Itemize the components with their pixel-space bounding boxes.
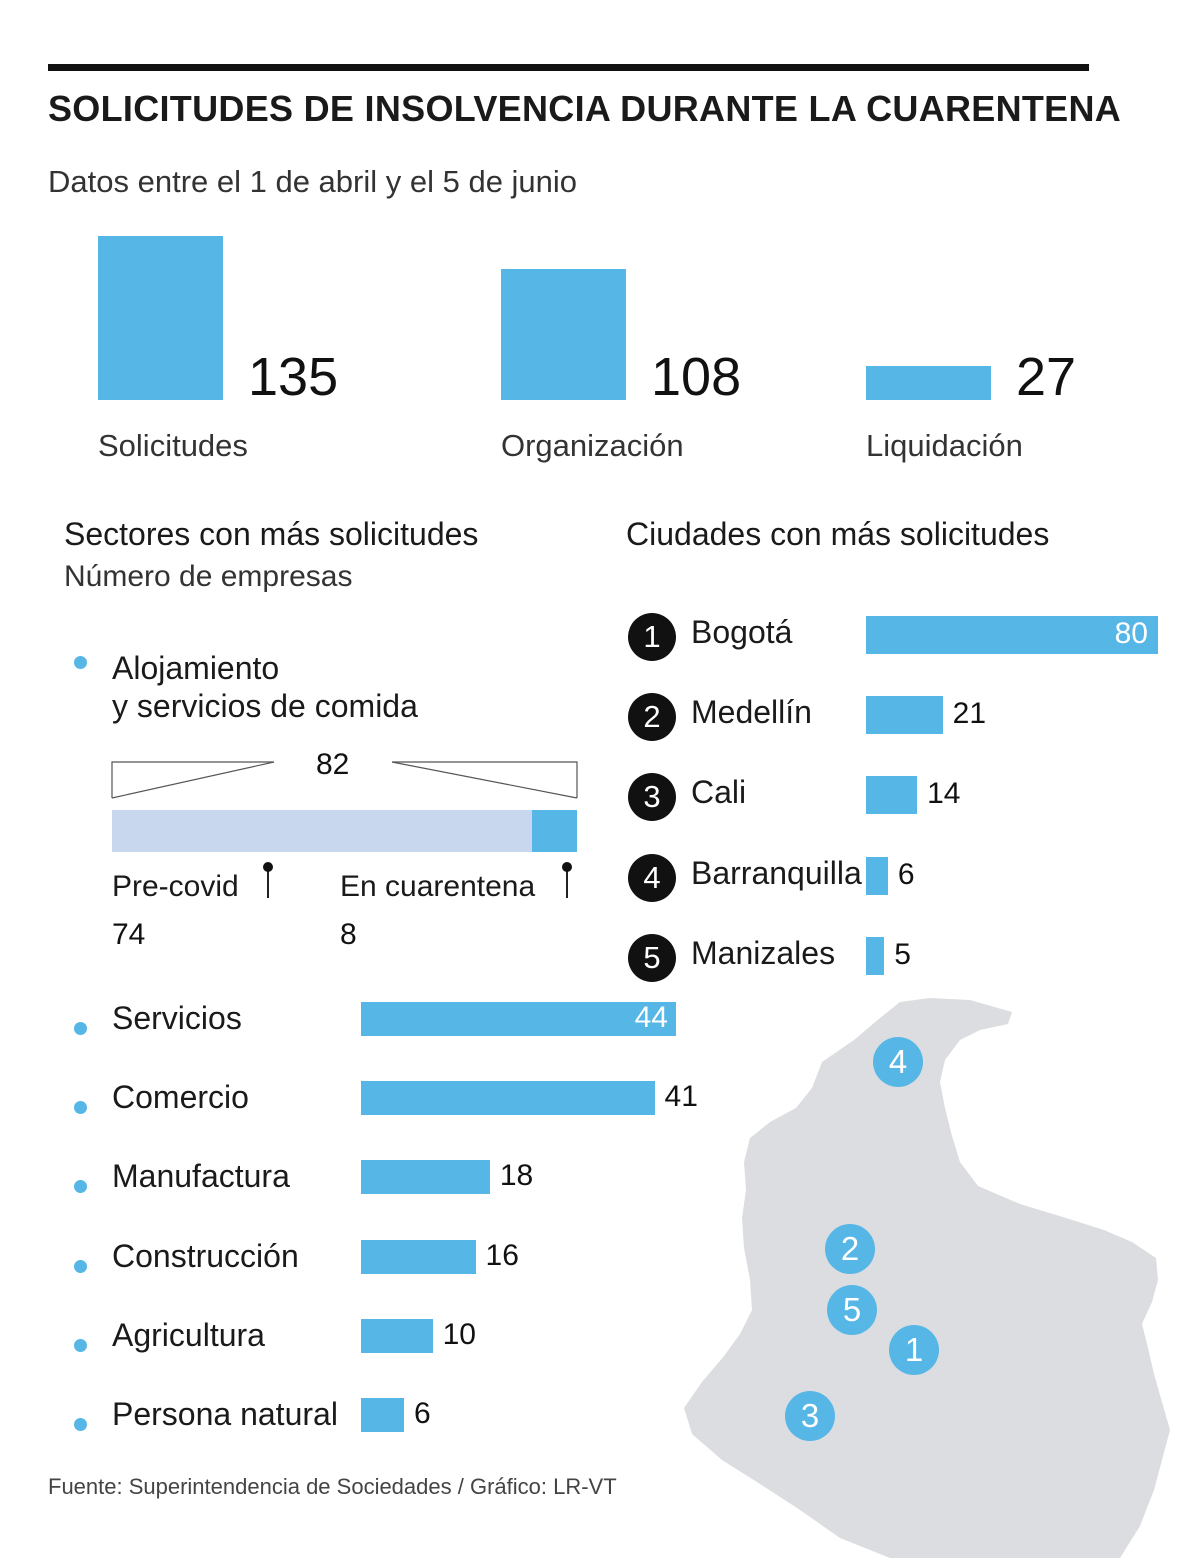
city-rank-badge: 1: [628, 613, 676, 661]
city-rank-badge: 3: [628, 773, 676, 822]
sector-bar: [361, 1318, 433, 1353]
map-marker: 2: [825, 1224, 875, 1274]
colombia-shape: [684, 998, 1170, 1558]
stack-segment-cuarentena: [531, 810, 577, 852]
chart-title: SOLICITUDES DE INSOLVENCIA DURANTE LA CU…: [48, 88, 1122, 129]
sector-value: 6: [413, 1397, 431, 1430]
map-marker: 1: [889, 1325, 939, 1375]
map-marker: 4: [873, 1037, 923, 1087]
city-bar: [866, 616, 1158, 654]
sector-bar: [361, 1160, 490, 1195]
cuarentena-label: En cuarentena: [340, 870, 536, 903]
cuarentena-value: 8: [340, 918, 357, 951]
sector-bar: [361, 1398, 404, 1432]
sectors-title: Sectores con más solicitudes: [64, 516, 479, 552]
city-bar: [866, 696, 943, 735]
summary-value: 135: [248, 347, 339, 407]
sector-dot: [74, 1101, 87, 1115]
highlight-label-line1: Alojamiento: [112, 650, 280, 686]
sector-label: Construcción: [112, 1237, 299, 1274]
source-note: Fuente: Superintendencia de Sociedades /…: [48, 1474, 617, 1499]
city-rank-badge: 2: [628, 693, 676, 742]
city-value: 5: [894, 937, 911, 971]
summary-value: 27: [1016, 347, 1077, 407]
sector-bar: [361, 1239, 476, 1274]
sector-label: Servicios: [112, 1000, 242, 1036]
city-value: 14: [927, 777, 961, 811]
sector-label: Manufactura: [112, 1158, 290, 1195]
summary-label: Solicitudes: [98, 428, 248, 463]
city-label: Medellín: [691, 694, 812, 731]
sector-dot: [74, 1259, 87, 1273]
top-rule: [48, 64, 1089, 71]
highlight-bracket: [111, 761, 578, 799]
summary-bar: [501, 268, 626, 400]
summary-label: Organización: [501, 428, 684, 463]
chart-subtitle: Datos entre el 1 de abril y el 5 de juni…: [48, 164, 578, 199]
sector-value: 44: [634, 1001, 668, 1034]
summary-label: Liquidación: [866, 428, 1023, 463]
sector-label: Comercio: [112, 1079, 249, 1116]
precovid-pin: [267, 868, 269, 898]
map-marker: 5: [827, 1285, 877, 1335]
city-rank-badge: 5: [628, 933, 676, 982]
city-label: Manizales: [691, 934, 836, 971]
precovid-pin-dot: [263, 862, 273, 872]
cities-title: Ciudades con más solicitudes: [626, 516, 1050, 552]
sector-dot: [74, 1180, 87, 1194]
precovid-value: 74: [112, 918, 146, 951]
cuarentena-pin-dot: [562, 862, 572, 872]
city-bar: [866, 776, 918, 815]
city-value: 80: [1114, 617, 1148, 650]
cuarentena-pin: [566, 868, 568, 898]
city-bar: [866, 936, 885, 975]
highlight-label-line2: y servicios de comida: [112, 688, 418, 724]
sector-dot: [74, 1418, 87, 1431]
sector-value: 10: [442, 1317, 476, 1351]
sector-label: Persona natural: [112, 1396, 338, 1432]
city-value: 6: [897, 857, 915, 891]
city-rank-badge: 4: [628, 853, 676, 902]
highlight-total: 82: [316, 748, 350, 781]
summary-value: 108: [651, 347, 742, 407]
sectors-subtitle: Número de empresas: [64, 560, 353, 593]
sector-dot: [74, 1022, 87, 1035]
city-value: 21: [952, 697, 987, 731]
map-marker: 3: [785, 1391, 835, 1441]
sector-dot: [74, 1338, 87, 1352]
city-label: Bogotá: [691, 614, 793, 650]
precovid-label: Pre-covid: [112, 870, 239, 903]
city-label: Cali: [691, 774, 747, 811]
summary-bar: [98, 236, 223, 400]
sector-value: 16: [485, 1238, 519, 1272]
sector-label: Agricultura: [112, 1316, 265, 1353]
sector-value: 41: [664, 1080, 698, 1114]
highlight-dot: [74, 656, 87, 669]
sector-value: 18: [499, 1159, 534, 1193]
sector-bar: [361, 1002, 676, 1036]
stack-segment-precovid: [112, 810, 532, 852]
city-bar: [866, 856, 888, 895]
summary-bar: [866, 366, 991, 400]
colombia-map: [684, 998, 1170, 1558]
sector-bar: [361, 1081, 655, 1116]
city-label: Barranquilla: [691, 854, 862, 891]
